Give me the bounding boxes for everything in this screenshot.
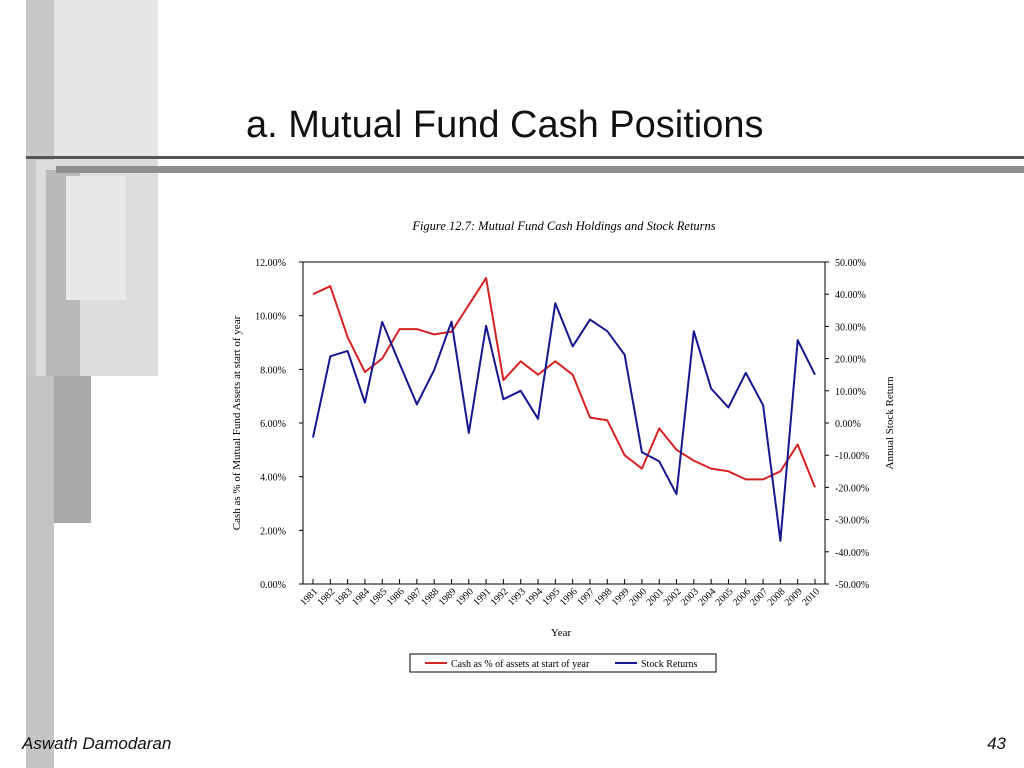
right-tick-label: 0.00% bbox=[835, 419, 861, 430]
right-tick-label: -50.00% bbox=[835, 580, 869, 591]
x-tick-label: 2003 bbox=[679, 586, 701, 608]
x-tick-label: 2006 bbox=[731, 586, 753, 608]
right-tick-label: -20.00% bbox=[835, 483, 869, 494]
title-rule-thick bbox=[56, 166, 1024, 173]
x-tick-label: 1992 bbox=[489, 586, 511, 608]
chart-title: Figure 12.7: Mutual Fund Cash Holdings a… bbox=[411, 219, 715, 233]
x-tick-label: 2007 bbox=[748, 586, 770, 608]
series-layer bbox=[312, 277, 816, 542]
x-tick-label: 1982 bbox=[316, 586, 338, 608]
left-tick-label: 12.00% bbox=[255, 258, 286, 269]
footer-author: Aswath Damodaran bbox=[22, 734, 172, 753]
x-tick-label: 1987 bbox=[402, 586, 424, 608]
decor-bar-low-dark bbox=[50, 376, 91, 523]
x-tick-label: 1985 bbox=[367, 586, 389, 608]
x-tick-label: 1986 bbox=[385, 586, 407, 608]
x-axis: 1981198219831984198519861987198819891990… bbox=[298, 579, 822, 608]
right-axis-label: Annual Stock Return bbox=[884, 376, 896, 469]
right-tick-label: 50.00% bbox=[835, 258, 866, 269]
right-tick-label: 40.00% bbox=[835, 290, 866, 301]
x-tick-label: 1998 bbox=[592, 586, 614, 608]
legend: Cash as % of assets at start of year Sto… bbox=[409, 653, 717, 673]
x-tick-label: 1994 bbox=[523, 586, 545, 608]
x-tick-label: 1997 bbox=[575, 586, 597, 608]
left-tick-label: 0.00% bbox=[260, 580, 286, 591]
decor-bar-long-overlay bbox=[26, 376, 54, 768]
x-tick-label: 2000 bbox=[627, 586, 649, 608]
x-tick-label: 2008 bbox=[766, 586, 788, 608]
x-tick-label: 1990 bbox=[454, 586, 476, 608]
left-tick-label: 2.00% bbox=[260, 526, 286, 537]
x-tick-label: 1989 bbox=[437, 586, 459, 608]
right-tick-label: 30.00% bbox=[835, 322, 866, 333]
left-tick-label: 4.00% bbox=[260, 473, 286, 484]
right-y-axis: -50.00% -40.00% -30.00% -20.00% -10.00% 0.00%… bbox=[825, 258, 869, 591]
x-tick-label: 2004 bbox=[696, 586, 718, 608]
x-tick-label: 1999 bbox=[610, 586, 632, 608]
x-tick-label: 1995 bbox=[541, 586, 563, 608]
x-tick-label: 1988 bbox=[419, 586, 441, 608]
legend-label-returns: Stock Returns bbox=[641, 659, 697, 670]
left-axis-label: Cash as % of Mutual Fund Assets at start… bbox=[231, 315, 243, 530]
x-tick-label: 1984 bbox=[350, 586, 372, 608]
right-tick-label: -10.00% bbox=[835, 451, 869, 462]
x-tick-label: 1996 bbox=[558, 586, 580, 608]
x-tick-label: 1993 bbox=[506, 586, 528, 608]
x-tick-label: 2009 bbox=[783, 586, 805, 608]
right-tick-label: 10.00% bbox=[835, 387, 866, 398]
x-tick-label: 2005 bbox=[714, 586, 736, 608]
x-tick-label: 2002 bbox=[662, 586, 684, 608]
x-tick-label: 1991 bbox=[471, 586, 493, 608]
legend-label-cash: Cash as % of assets at start of year bbox=[451, 659, 590, 670]
page-number: 43 bbox=[987, 734, 1006, 753]
right-tick-label: -30.00% bbox=[835, 516, 869, 527]
right-tick-label: -40.00% bbox=[835, 548, 869, 559]
series-line-cash bbox=[312, 277, 816, 488]
left-tick-label: 6.00% bbox=[260, 419, 286, 430]
series-line-returns bbox=[312, 302, 816, 542]
title-rule-thin bbox=[26, 156, 1024, 159]
x-tick-label: 2001 bbox=[644, 586, 666, 608]
x-tick-label: 1983 bbox=[333, 586, 355, 608]
left-tick-label: 8.00% bbox=[260, 365, 286, 376]
x-tick-label: 1981 bbox=[298, 586, 320, 608]
decor-bar-inner-light bbox=[66, 176, 126, 300]
decor-bar-top-light bbox=[38, 0, 158, 160]
legend-box bbox=[409, 653, 717, 673]
left-y-axis: 0.00% 2.00% 4.00% 6.00% 8.00% 10.00% 12.00% bbox=[255, 258, 303, 591]
x-tick-label: 2010 bbox=[800, 586, 822, 608]
plot-frame bbox=[302, 261, 826, 585]
x-axis-label: Year bbox=[551, 627, 572, 639]
right-tick-label: 20.00% bbox=[835, 355, 866, 366]
left-tick-label: 10.00% bbox=[255, 312, 286, 323]
slide-title: a. Mutual Fund Cash Positions bbox=[246, 104, 764, 146]
